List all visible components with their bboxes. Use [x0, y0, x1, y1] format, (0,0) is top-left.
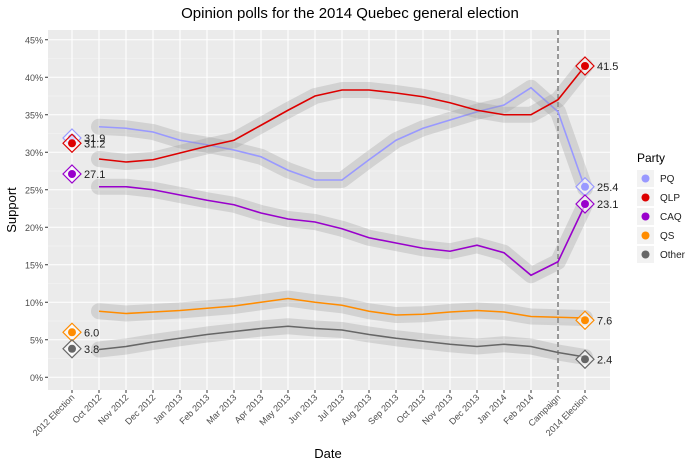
y-tick-label: 25% [25, 185, 43, 195]
y-tick-label: 0% [30, 373, 43, 383]
value-label: 7.6 [597, 315, 612, 327]
y-tick-label: 5% [30, 335, 43, 345]
y-tick-label: 20% [25, 223, 43, 233]
y-axis-title: Support [4, 187, 19, 233]
value-label: 31.2 [84, 138, 105, 150]
chart-title: Opinion polls for the 2014 Quebec genera… [181, 5, 519, 22]
legend-swatch [641, 231, 650, 240]
legend-label: QS [660, 231, 675, 242]
legend-title: Party [637, 151, 665, 165]
y-tick-label: 35% [25, 110, 43, 120]
value-label: 3.8 [84, 344, 99, 356]
legend-label: PQ [660, 174, 675, 185]
value-label: 23.1 [597, 199, 618, 211]
smooth-line [99, 185, 586, 277]
y-tick-label: 45% [25, 35, 43, 45]
smooth-line [98, 325, 586, 358]
legend-label: CAQ [660, 212, 682, 223]
x-tick-label: Mar 2013 [204, 392, 238, 426]
end-marker-dot [581, 316, 589, 325]
legend-swatch [641, 250, 650, 259]
legend-swatch [641, 174, 650, 183]
smooth-line [98, 297, 586, 319]
x-tick-label: 2012 Election [31, 392, 77, 438]
value-label: 31.9 [84, 133, 105, 145]
x-axis-title: Date [314, 446, 341, 461]
value-label: 41.5 [597, 61, 618, 73]
x-tick-label: Jun 2013 [286, 392, 319, 425]
legend-label: Other [660, 250, 686, 261]
end-marker-dot [581, 200, 589, 208]
y-tick-label: 30% [25, 148, 43, 158]
value-label: 25.4 [597, 182, 618, 194]
legend-swatch [641, 193, 650, 202]
y-tick-label: 40% [25, 73, 43, 83]
smooth-line [98, 86, 586, 189]
y-tick-label: 10% [25, 298, 43, 308]
end-marker-dot [68, 344, 76, 353]
end-marker-dot [68, 170, 76, 178]
end-marker-dot [581, 355, 589, 364]
end-marker-dot [581, 182, 589, 191]
value-label: 2.4 [597, 354, 612, 366]
y-tick-label: 15% [25, 260, 43, 270]
smooth-line [98, 65, 586, 163]
end-marker-dot [68, 328, 76, 337]
value-label: 27.1 [84, 169, 105, 181]
end-marker-dot [581, 62, 589, 70]
legend-label: QLP [660, 193, 680, 204]
value-label: 6.0 [84, 327, 99, 339]
end-marker-dot [68, 139, 76, 148]
legend-swatch [641, 212, 650, 221]
